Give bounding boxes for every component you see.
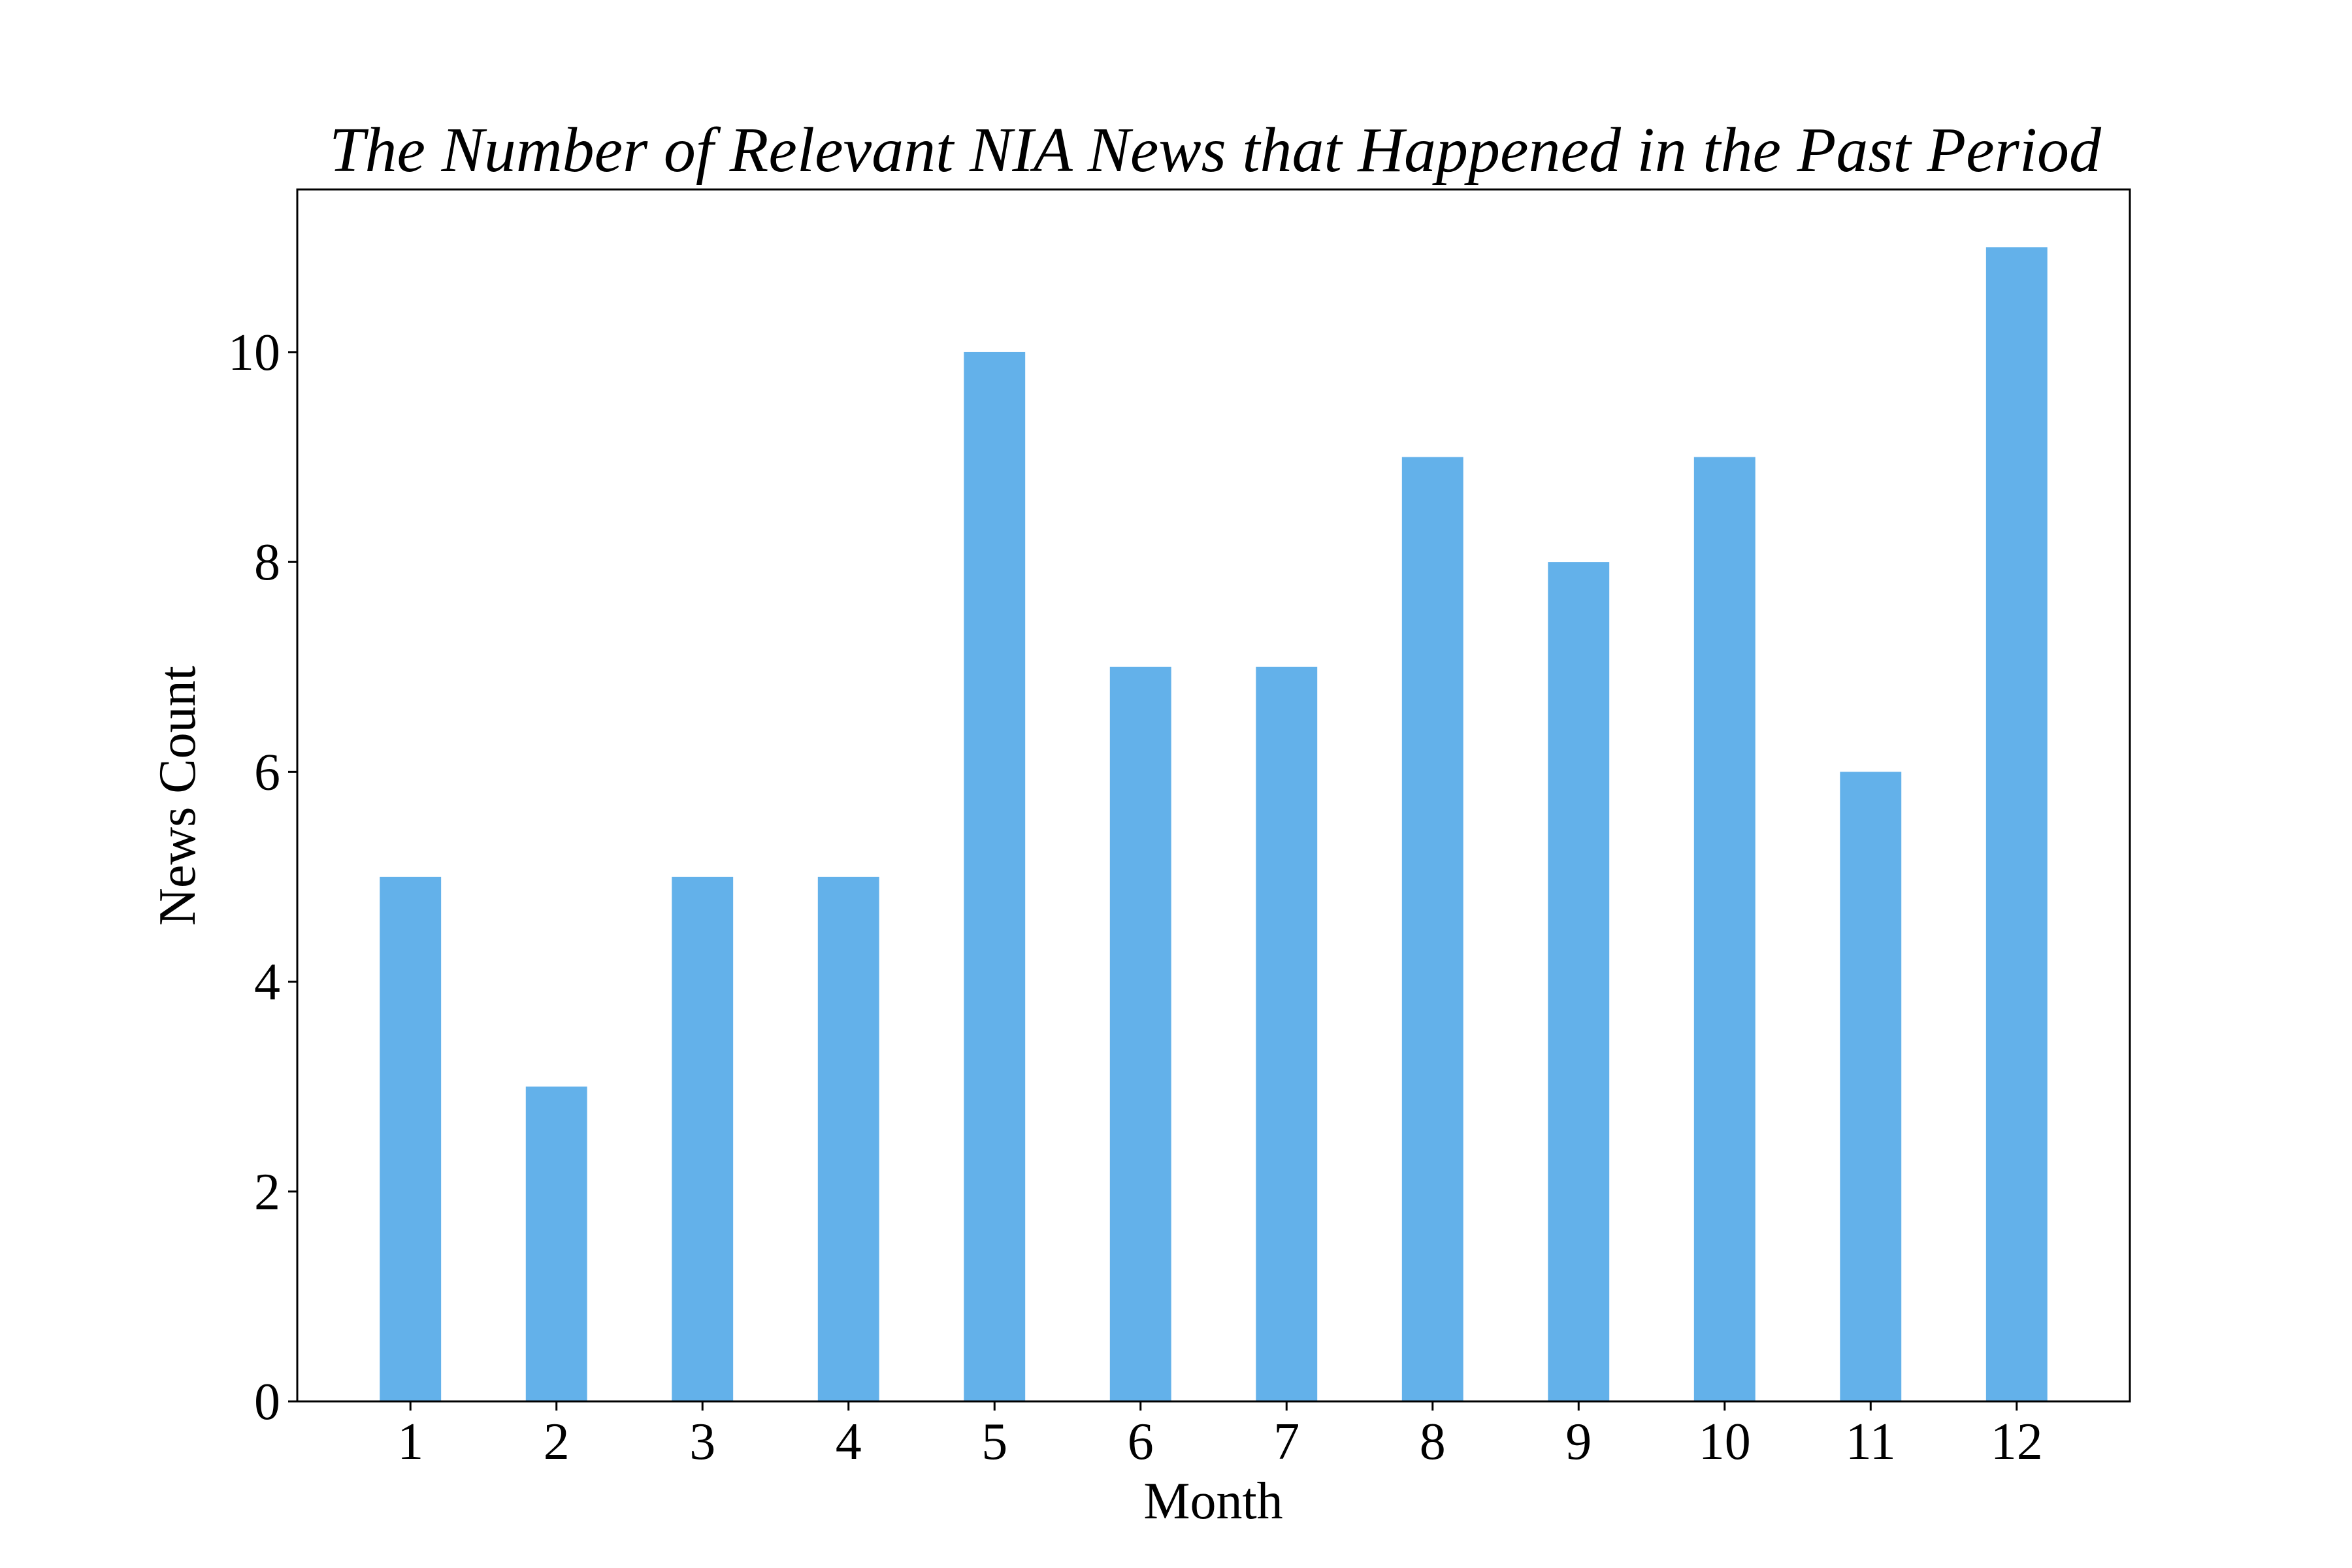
y-tick-label: 0 [254,1373,280,1431]
x-tick-label: 5 [981,1413,1007,1471]
bars-group [380,247,2048,1402]
bar-month-6 [1109,666,1171,1401]
y-tick-label: 2 [254,1164,280,1221]
bar-month-5 [964,351,1026,1401]
x-tick-label: 4 [836,1413,862,1471]
bar-month-1 [380,876,442,1401]
x-axis-ticks: 1 2 3 4 5 6 7 8 9 10 11 12 [397,1401,2043,1471]
y-tick-label: 4 [254,954,280,1011]
plot-frame [296,188,2131,1403]
bar-month-2 [525,1086,587,1401]
x-tick-label: 10 [1699,1413,1751,1471]
y-tick-label: 8 [254,534,280,591]
bar-month-8 [1401,457,1463,1402]
y-axis-label: News Count [149,666,206,926]
y-tick-label: 6 [254,743,280,801]
x-tick-label: 2 [544,1413,570,1471]
x-tick-label: 3 [689,1413,715,1471]
x-tick-label: 7 [1273,1413,1299,1471]
y-tick-label: 10 [228,324,280,382]
x-tick-label: 11 [1846,1413,1896,1471]
y-axis-ticks: 0 2 4 6 8 10 [228,324,297,1431]
x-tick-label: 1 [397,1413,423,1471]
bar-month-3 [672,876,734,1401]
x-tick-label: 6 [1128,1413,1154,1471]
x-axis-label: Month [1143,1473,1282,1530]
bar-month-11 [1840,772,1902,1401]
bar-month-7 [1256,666,1318,1401]
bar-month-9 [1548,562,1610,1401]
x-tick-label: 9 [1565,1413,1592,1471]
x-tick-label: 8 [1420,1413,1446,1471]
bar-month-4 [817,876,879,1401]
bar-month-12 [1985,247,2048,1401]
bar-month-10 [1693,457,1756,1402]
x-tick-label: 12 [1991,1413,2043,1471]
chart-title: The Number of Relevant NIA News that Hap… [329,115,2102,186]
